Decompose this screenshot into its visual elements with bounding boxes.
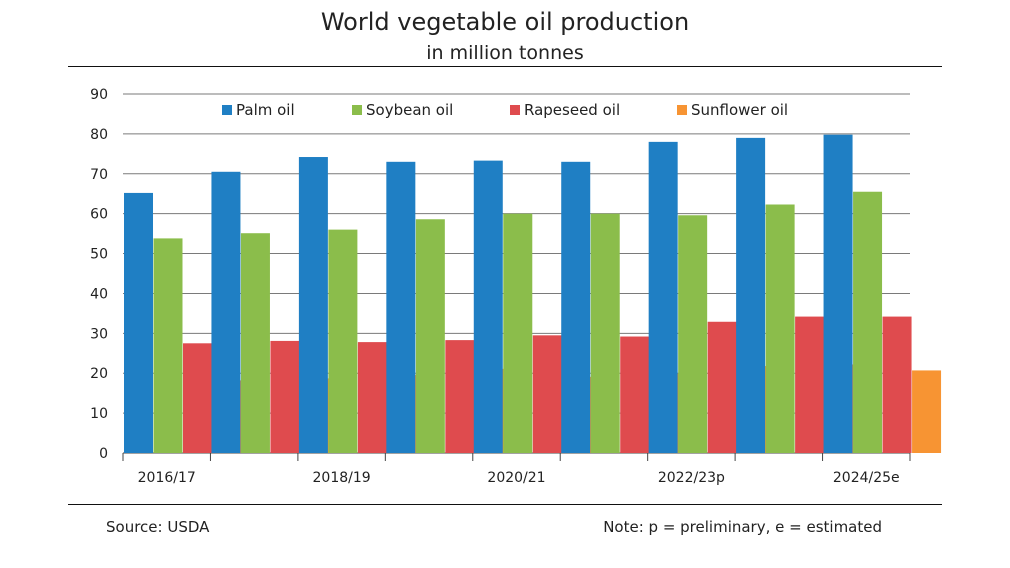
bar-soybean-oil	[415, 219, 445, 453]
y-tick-label: 30	[90, 326, 108, 342]
bar-soybean-oil	[853, 191, 883, 453]
bar-soybean-oil	[503, 213, 533, 453]
legend-label: Rapeseed oil	[524, 101, 620, 119]
legend-label: Palm oil	[236, 101, 295, 119]
chart-title: World vegetable oil production	[320, 8, 690, 36]
bar-rapeseed-oil	[620, 336, 650, 453]
y-axis-ticks: 0 10 20 30 40 50 60 70 80 90	[90, 87, 108, 462]
x-tick-label: 2024/25e	[833, 470, 900, 486]
bar-sunflower-oil	[912, 370, 942, 453]
chart-subtitle: in million tonnes	[426, 42, 584, 64]
bar-palm-oil	[211, 171, 241, 454]
bar-palm-oil	[386, 161, 416, 454]
bar-rapeseed-oil	[270, 340, 300, 453]
bar-soybean-oil	[765, 204, 795, 453]
y-tick-label: 90	[90, 87, 108, 103]
legend: Palm oil Soybean oil Rapeseed oil Sunflower…	[222, 101, 788, 119]
bottom-divider	[68, 504, 942, 505]
legend-swatch	[510, 105, 520, 115]
bar-rapeseed-oil	[183, 343, 212, 453]
bar-palm-oil	[648, 141, 678, 453]
bar-rapeseed-oil	[795, 316, 825, 453]
y-tick-label: 50	[90, 247, 108, 263]
legend-label: Sunflower oil	[691, 101, 788, 119]
bar-palm-oil	[736, 137, 766, 453]
bar-rapeseed-oil	[532, 335, 562, 453]
legend-swatch	[352, 105, 362, 115]
bar-soybean-oil	[678, 215, 708, 453]
bar-soybean-oil	[240, 233, 270, 453]
y-tick-label: 80	[90, 127, 108, 143]
bar-rapeseed-oil	[445, 340, 475, 453]
top-divider	[68, 66, 942, 67]
bar-palm-oil	[823, 134, 853, 454]
y-tick-label: 40	[90, 286, 108, 302]
bar-palm-oil	[124, 192, 153, 453]
x-tick-label: 2016/17	[138, 470, 196, 486]
legend-swatch	[677, 105, 687, 115]
legend-swatch	[222, 105, 232, 115]
bar-soybean-oil	[328, 229, 358, 453]
x-tick-label: 2018/19	[313, 470, 371, 486]
bar-rapeseed-oil	[357, 342, 387, 453]
bar-palm-oil	[473, 160, 503, 453]
footnote: Note: p = preliminary, e = estimated	[603, 518, 882, 536]
x-tick-label: 2022/23p	[658, 470, 725, 486]
bar-rapeseed-oil	[707, 321, 737, 453]
source-note: Source: USDA	[106, 518, 210, 536]
bar-soybean-oil	[590, 213, 620, 453]
y-tick-label: 20	[90, 366, 108, 382]
y-tick-label: 60	[90, 207, 108, 223]
y-tick-label: 10	[90, 406, 108, 422]
x-axis: 2016/17 2018/19 2020/21 2022/23p 2024/25e	[122, 453, 911, 486]
bars	[124, 134, 942, 454]
y-tick-label: 70	[90, 167, 108, 183]
bar-soybean-oil	[153, 238, 183, 453]
x-tick-label: 2020/21	[487, 470, 545, 486]
legend-label: Soybean oil	[366, 101, 453, 119]
y-tick-label: 0	[99, 446, 108, 462]
bar-rapeseed-oil	[882, 316, 912, 453]
bar-palm-oil	[561, 161, 591, 454]
bar-palm-oil	[298, 157, 328, 453]
